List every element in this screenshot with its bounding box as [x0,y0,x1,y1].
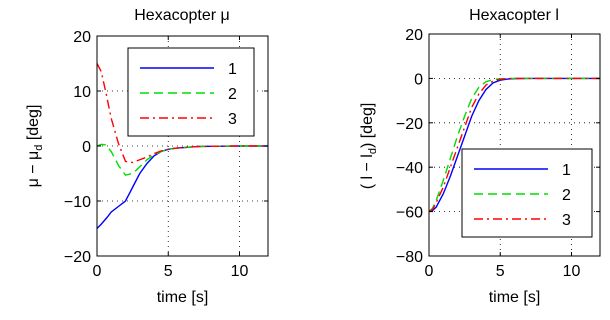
y-tick-label: 20 [405,27,423,44]
series-line-3 [428,77,600,213]
legend-label-3: 3 [228,111,237,128]
legend-label-1: 1 [562,162,571,179]
y-tick-label: −20 [64,249,91,266]
legend-box [461,148,593,238]
x-tick-label: 5 [164,263,173,280]
chart-panel-1: 0 5 10 −20 −10 0 10 20 Hexacopter μ time [s] μ − μ… [25,7,269,306]
y-tick-label: 0 [82,139,91,156]
x-tick-label: 10 [231,263,249,280]
legend-box [127,47,255,137]
y-tick-label: −20 [396,116,423,133]
x-axis-label: time [s] [489,289,541,306]
legend-label-2: 2 [228,86,237,103]
x-axis-label: time [s] [157,289,209,306]
series-line-3 [96,63,268,164]
y-axis-label: ( l − ld) [deg] [359,103,379,190]
chart-panel-2: 0 5 10 −80 −60 −40 −20 0 20 Hexacopter l time [s] (… [359,7,601,306]
chart-title: Hexacopter μ [134,7,229,24]
chart-title: Hexacopter l [469,7,559,24]
legend-label-3: 3 [562,212,571,229]
y-tick-label: 20 [73,29,91,46]
legend-label-1: 1 [228,61,237,78]
legend: 1 2 3 [127,47,255,137]
y-tick-label: −60 [396,205,423,222]
x-tick-label: 0 [93,263,102,280]
y-axis-label: μ − μd [deg] [25,105,45,188]
y-tick-label: −10 [64,194,91,211]
y-tick-label: 0 [414,71,423,88]
series-line-2 [428,77,600,213]
legend-label-2: 2 [562,187,571,204]
y-tick-label: −40 [396,160,423,177]
axes-box [428,33,601,257]
x-tick-label: 5 [496,263,505,280]
x-tick-label: 10 [563,263,581,280]
y-tick-label: 10 [73,84,91,101]
legend: 1 2 3 [461,148,593,238]
x-tick-label: 0 [425,263,434,280]
y-tick-label: −80 [396,249,423,266]
